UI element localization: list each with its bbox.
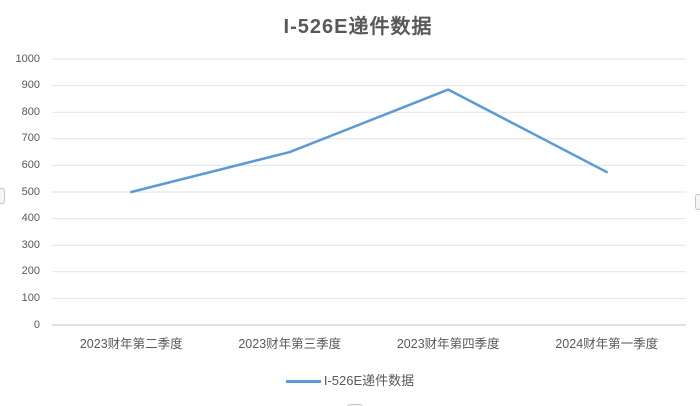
y-axis-tick-label: 0 <box>33 318 40 331</box>
y-axis-tick-label: 300 <box>21 238 40 251</box>
resize-handle-left[interactable] <box>0 188 5 204</box>
resize-handle-right[interactable] <box>695 194 700 210</box>
y-axis-tick-label: 700 <box>21 132 40 145</box>
resize-handle-bottom[interactable] <box>347 404 363 406</box>
x-axis-category-label: 2024财年第一季度 <box>555 337 659 351</box>
y-axis-tick-label: 100 <box>21 291 40 304</box>
y-axis-tick-label: 900 <box>21 79 40 92</box>
legend-line-swatch-icon <box>285 379 321 383</box>
legend[interactable]: I-526E递件数据 <box>0 372 700 390</box>
y-axis-tick-label: 1000 <box>15 52 40 65</box>
y-axis-tick-label: 600 <box>21 158 40 171</box>
y-axis-tick-label: 200 <box>21 265 40 278</box>
series-line[interactable] <box>130 88 608 194</box>
y-axis-tick-label: 800 <box>21 105 40 118</box>
chart-title[interactable]: I-526E递件数据 <box>283 16 433 38</box>
y-axis-tick-label: 400 <box>21 212 40 225</box>
x-axis-category-label: 2023财年第四季度 <box>396 337 500 351</box>
legend-label: I-526E递件数据 <box>323 373 415 388</box>
y-axis-tick-label: 500 <box>21 185 40 198</box>
x-axis-category-label: 2023财年第二季度 <box>79 337 183 351</box>
x-axis-category-label: 2023财年第三季度 <box>238 337 342 351</box>
